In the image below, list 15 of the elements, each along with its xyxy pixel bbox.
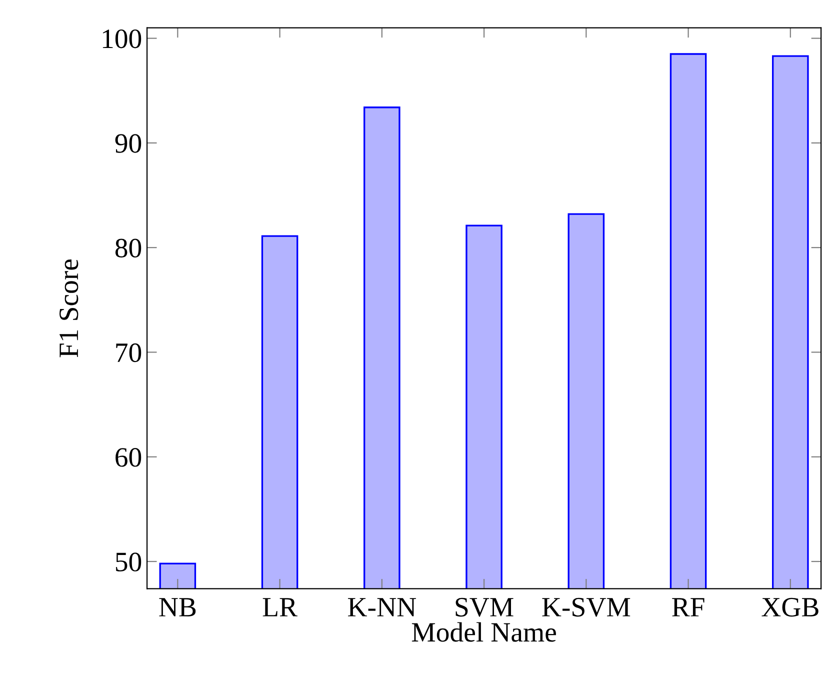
y-tick-label: 70 (116, 343, 142, 362)
x-tick-label: LR (262, 598, 298, 616)
x-tick-label: NB (159, 598, 196, 616)
y-tick-label: 60 (116, 448, 142, 467)
x-axis-title: Model Name (412, 622, 556, 642)
y-tick-label: 80 (115, 238, 142, 258)
x-tick-label: SVM (456, 598, 514, 617)
y-axis-title: F1 Score (60, 259, 78, 358)
x-tick-label: K-NN (348, 598, 416, 616)
y-tick-label: 90 (115, 134, 142, 153)
y-tick-label: 100 (102, 29, 142, 48)
x-tick-label: K-SVM (542, 598, 630, 617)
x-tick-label: XGB (762, 598, 818, 617)
x-tick-label: RF (672, 598, 704, 616)
y-tick-label: 50 (116, 552, 142, 572)
